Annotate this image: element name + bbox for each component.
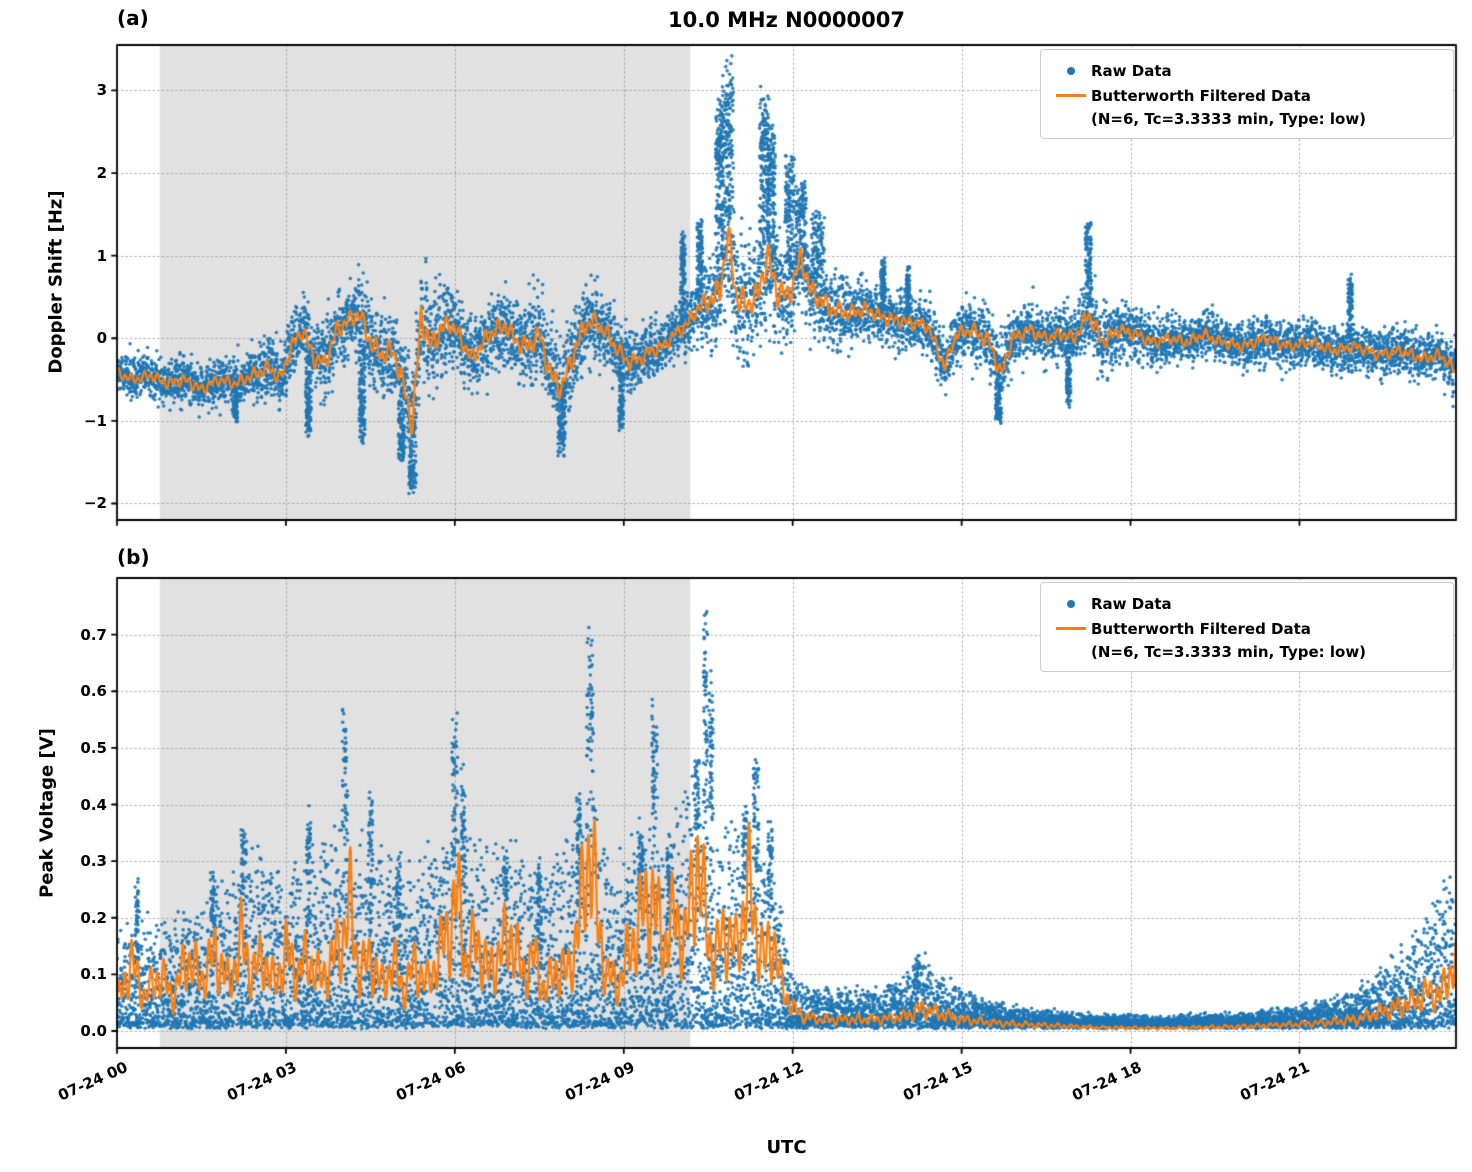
legend-raw-row: Raw Data <box>1051 58 1443 83</box>
y-tick-label-a: 3 <box>96 81 107 100</box>
legend-raw-row: Raw Data <box>1051 591 1443 616</box>
y-tick-label-a: 2 <box>96 164 107 183</box>
y-tick-label-b: 0.1 <box>80 965 107 984</box>
legend-filtered-sublabel: (N=6, Tc=3.3333 min, Type: low) <box>1091 643 1367 661</box>
legend-filtered-sublabel-row: (N=6, Tc=3.3333 min, Type: low) <box>1091 641 1443 663</box>
raw-data-dot-icon <box>1051 599 1091 608</box>
legend-filtered-label: Butterworth Filtered Data <box>1091 86 1311 105</box>
x-axis-label: UTC <box>766 1137 807 1158</box>
filtered-line-icon <box>1051 94 1091 97</box>
y-tick-label-b: 0.3 <box>80 852 107 871</box>
y-tick-label-a: 1 <box>96 246 107 265</box>
panel-a-label: (a) <box>117 6 149 30</box>
raw-data-dot-icon <box>1051 66 1091 75</box>
y-axis-label-a: Doppler Shift [Hz] <box>45 190 67 374</box>
legend-raw-label: Raw Data <box>1091 61 1172 80</box>
chart-title: 10.0 MHz N0000007 <box>668 8 905 32</box>
legend-a: Raw Data Butterworth Filtered Data (N=6,… <box>1040 49 1454 139</box>
legend-filtered-row: Butterworth Filtered Data <box>1051 83 1443 108</box>
y-tick-label-b: 0.4 <box>80 795 107 814</box>
legend-filtered-sublabel: (N=6, Tc=3.3333 min, Type: low) <box>1091 110 1367 128</box>
legend-raw-label: Raw Data <box>1091 594 1172 613</box>
legend-filtered-label: Butterworth Filtered Data <box>1091 619 1311 638</box>
legend-b: Raw Data Butterworth Filtered Data (N=6,… <box>1040 582 1454 672</box>
panel-b-label: (b) <box>117 545 150 569</box>
y-tick-label-a: −2 <box>83 494 107 513</box>
y-tick-label-b: 0.7 <box>80 625 107 644</box>
y-tick-label-b: 0.0 <box>80 1022 107 1040</box>
filtered-line-icon <box>1051 627 1091 630</box>
y-tick-label-b: 0.2 <box>80 908 107 927</box>
y-tick-label-b: 0.6 <box>80 682 107 701</box>
y-tick-label-a: 0 <box>96 329 107 348</box>
legend-filtered-row: Butterworth Filtered Data <box>1051 616 1443 641</box>
y-axis-label-b: Peak Voltage [V] <box>36 728 58 898</box>
y-tick-label-b: 0.5 <box>80 738 107 757</box>
legend-filtered-sublabel-row: (N=6, Tc=3.3333 min, Type: low) <box>1091 108 1443 130</box>
y-tick-label-a: −1 <box>83 411 107 430</box>
